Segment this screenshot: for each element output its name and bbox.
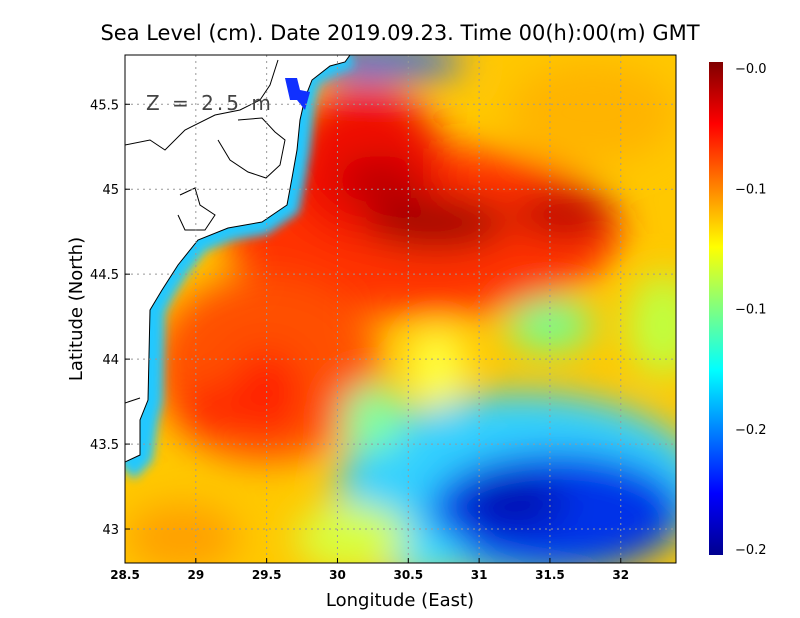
depth-annotation: Z = 2.5 m xyxy=(146,91,274,115)
plot-frame xyxy=(124,54,677,564)
heatmap-feature xyxy=(231,350,303,436)
y-tick-label: 45 xyxy=(102,183,119,198)
heatmap-feature xyxy=(125,503,239,563)
x-tick-label: 31.5 xyxy=(535,568,565,582)
colorbar xyxy=(709,62,723,555)
heatmap-feature xyxy=(507,61,676,164)
land xyxy=(125,55,351,463)
y-axis-label: Latitude (North) xyxy=(66,237,87,381)
colorbar-tick-label: −0.2 xyxy=(735,423,767,438)
heatmap-feature xyxy=(341,384,405,453)
coastal-blue-cells xyxy=(285,78,310,110)
chart-title: Sea Level (cm). Date 2019.09.23. Time 00… xyxy=(100,21,699,45)
x-tick-label: 28.5 xyxy=(110,568,140,582)
heatmap-feature xyxy=(514,192,614,237)
heatmap-field xyxy=(125,55,676,563)
grid xyxy=(125,55,676,563)
colorbar-tick-label: −0.2 xyxy=(735,543,767,558)
heatmap-feature xyxy=(337,155,423,207)
y-tick-label: 45.5 xyxy=(90,98,119,113)
colorbar-tick-label: −0.1 xyxy=(735,303,767,318)
colorbar-ticks: −0.0 −0.1 −0.1 −0.2 −0.2 xyxy=(735,62,767,558)
colorbar-tick-label: −0.1 xyxy=(735,182,767,197)
heatmap-feature xyxy=(627,274,676,377)
x-tick-label: 30.5 xyxy=(393,568,423,582)
x-axis: 28.5 29 29.5 30 30.5 31 31.5 32 xyxy=(110,558,629,582)
y-tick-label: 43 xyxy=(102,523,119,538)
heatmap-feature xyxy=(294,503,409,563)
colorbar-tick-label: −0.0 xyxy=(735,62,767,77)
x-tick-label: 30 xyxy=(329,568,346,582)
y-tick-label: 44 xyxy=(102,353,119,368)
x-axis-label: Longitude (East) xyxy=(326,590,474,611)
x-tick-label: 32 xyxy=(612,568,629,582)
heatmap-feature xyxy=(365,197,508,249)
x-tick-label: 29.5 xyxy=(252,568,282,582)
heatmap-feature xyxy=(408,325,465,411)
x-tick-label: 29 xyxy=(187,568,204,582)
heatmap-feature xyxy=(181,384,239,436)
y-tick-label: 44.5 xyxy=(90,268,119,283)
y-tick-label: 43.5 xyxy=(90,438,119,453)
y-axis: 43 43.5 44 44.5 45 45.5 xyxy=(90,98,130,538)
x-tick-label: 31 xyxy=(471,568,488,582)
heatmap-feature xyxy=(464,478,565,530)
